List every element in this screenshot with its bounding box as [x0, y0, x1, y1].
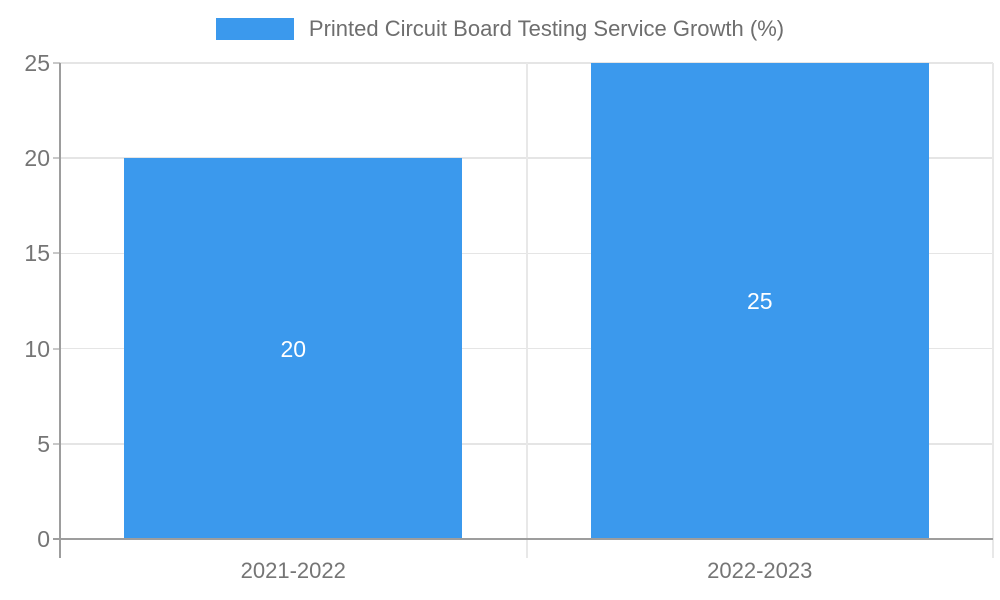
y-tick [53, 62, 60, 64]
x-axis-line [53, 537, 993, 541]
y-tick [53, 347, 60, 350]
y-tick [53, 157, 60, 160]
x-axis-label: 2021-2022 [240, 558, 346, 583]
bar-2022-2023[interactable] [590, 63, 929, 539]
y-tick-label: 5 [37, 430, 50, 457]
legend-swatch [215, 18, 294, 40]
legend[interactable]: Printed Circuit Board Testing Service Gr… [0, 16, 1000, 42]
y-tick [53, 442, 60, 445]
y-tick-label: 10 [24, 335, 50, 362]
category-boundary-line [992, 63, 994, 558]
y-tick-label: 15 [24, 240, 50, 267]
bar-value-label: 20 [280, 335, 307, 362]
bar-2021-2022[interactable] [124, 158, 463, 539]
x-axis-label: 2022-2023 [707, 558, 813, 583]
y-axis-line [58, 63, 62, 558]
category-boundary-line [525, 63, 528, 558]
bar-value-label: 25 [746, 288, 773, 314]
y-tick-label: 20 [24, 145, 50, 172]
y-tick [53, 252, 60, 255]
y-tick-label: 25 [24, 50, 50, 76]
legend-label: Printed Circuit Board Testing Service Gr… [308, 16, 785, 41]
y-tick-label: 0 [37, 526, 50, 552]
